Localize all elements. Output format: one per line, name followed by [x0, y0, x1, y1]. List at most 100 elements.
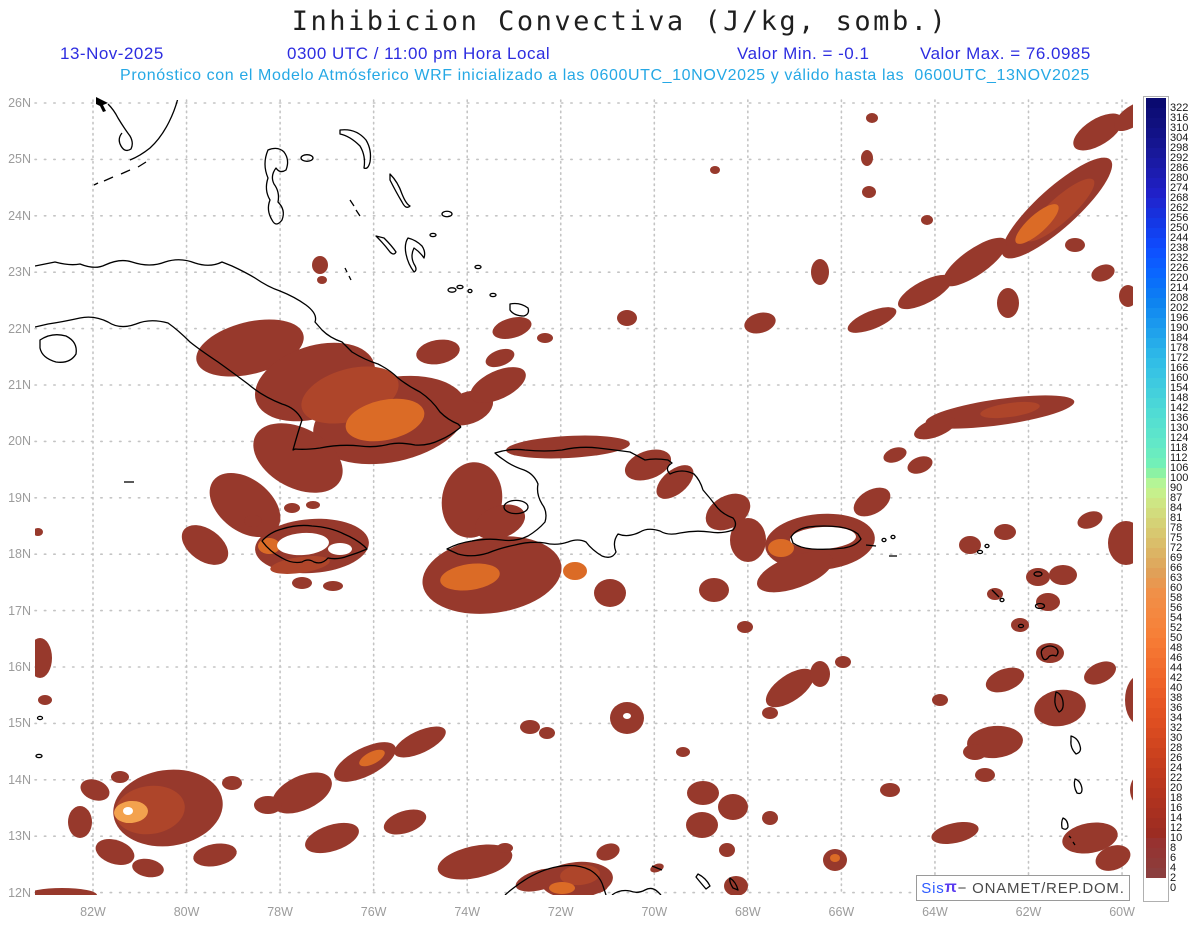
colorbar-tick-label: 184	[1170, 332, 1189, 344]
colorbar-tick-label: 40	[1170, 682, 1183, 694]
cin-blob	[810, 661, 830, 687]
colorbar-cell	[1146, 308, 1166, 318]
coastline-path	[264, 147, 289, 225]
colorbar-tick-label: 18	[1170, 792, 1183, 804]
colorbar-tick-label: 20	[1170, 782, 1183, 794]
colorbar-tick-label: 286	[1170, 162, 1189, 174]
colorbar-cell	[1146, 288, 1166, 298]
colorbar-cell	[1146, 368, 1166, 378]
colorbar-tick-label: 304	[1170, 132, 1189, 144]
colorbar-cell	[1146, 108, 1166, 118]
coastline-path	[129, 100, 179, 161]
cin-blob	[847, 307, 897, 333]
colorbar-cell	[1146, 328, 1166, 338]
colorbar-cell	[1146, 118, 1166, 128]
coastline-path	[404, 237, 426, 273]
lon-label: 60W	[1109, 905, 1135, 919]
coastline-path	[93, 161, 147, 186]
colorbar-cell	[1146, 468, 1166, 478]
colorbar-tick-label: 22	[1170, 772, 1183, 784]
cin-blob	[132, 858, 164, 878]
coastline-path	[349, 199, 361, 217]
island-outline	[999, 597, 1005, 603]
cin-blob	[317, 276, 327, 284]
cin-blob	[563, 562, 587, 580]
cin-blob	[1091, 264, 1115, 282]
colorbar-tick-label: 56	[1170, 602, 1183, 614]
cin-blob	[768, 539, 794, 557]
island-outline	[976, 549, 984, 555]
colorbar-tick-label: 30	[1170, 732, 1183, 744]
cin-blob	[1036, 593, 1060, 611]
coastline-path	[339, 129, 372, 170]
lon-label: 80W	[173, 905, 200, 919]
cin-blob	[617, 310, 637, 326]
cin-blob	[437, 844, 513, 880]
forecast-date: 13-Nov-2025	[60, 44, 164, 63]
cin-blob	[1130, 779, 1133, 801]
coastline-path	[375, 235, 397, 255]
colorbar-tick-label: 4	[1170, 862, 1177, 874]
cin-blob	[861, 150, 873, 166]
cin-blob	[306, 501, 320, 509]
colorbar-tick-label: 90	[1170, 482, 1183, 494]
colorbar-cell	[1146, 678, 1166, 688]
colorbar-tick-label: 12	[1170, 822, 1183, 834]
lon-label: 78W	[267, 905, 293, 919]
colorbar-cell	[1146, 838, 1166, 848]
coastline-path	[651, 865, 663, 871]
colorbar-tick-label: 322	[1170, 102, 1189, 114]
lon-label: 74W	[454, 905, 481, 919]
cin-blob	[883, 447, 907, 463]
colorbar-cell	[1146, 758, 1166, 768]
island-outline	[300, 154, 314, 162]
cin-blob	[980, 401, 1040, 419]
colorbar-tick-label: 66	[1170, 562, 1183, 574]
colorbar-tick-label: 256	[1170, 212, 1189, 224]
cin-blob	[862, 186, 876, 198]
colorbar-cell	[1146, 228, 1166, 238]
colorbar-tick-label: 10	[1170, 832, 1183, 844]
colorbar-tick-label: 196	[1170, 312, 1189, 324]
cin-blob	[193, 843, 237, 867]
colorbar-cell	[1146, 628, 1166, 638]
cin-blob	[440, 563, 500, 591]
colorbar-tick-label: 38	[1170, 692, 1183, 704]
coastline-path	[695, 873, 711, 890]
colorbar-tick-label: 72	[1170, 542, 1183, 554]
cin-blob	[994, 524, 1016, 540]
cin-blob	[277, 532, 329, 556]
cin-blob	[811, 259, 829, 285]
lat-label: 18N	[8, 547, 31, 562]
colorbar-cell	[1146, 818, 1166, 828]
cin-blob	[687, 781, 719, 805]
colorbar-tick-label: 84	[1170, 502, 1183, 514]
colorbar-tick-label: 26	[1170, 752, 1183, 764]
colorbar-tick-label: 8	[1170, 842, 1177, 854]
coastline-path	[389, 173, 411, 208]
colorbar-cell	[1146, 558, 1166, 568]
island-outline	[881, 537, 887, 543]
colorbar-tick-label: 36	[1170, 702, 1183, 714]
coastline-path	[1073, 778, 1083, 795]
colorbar-cell	[1146, 318, 1166, 328]
colorbar-tick-label: 106	[1170, 462, 1189, 474]
colorbar-tick-label: 148	[1170, 392, 1189, 404]
lat-label: 22N	[8, 321, 31, 336]
colorbar-cell	[1146, 848, 1166, 858]
colorbar-cell	[1146, 448, 1166, 458]
cin-blob	[258, 538, 280, 554]
colorbar-tick-label: 268	[1170, 192, 1189, 204]
colorbar-cell	[1146, 478, 1166, 488]
lat-label: 20N	[8, 434, 31, 449]
colorbar-tick-label: 63	[1170, 572, 1183, 584]
island-outline	[1034, 602, 1046, 610]
mouse-cursor[interactable]	[96, 97, 108, 112]
island-outline	[1017, 623, 1025, 629]
coastline-path	[1068, 835, 1076, 846]
cin-blob	[222, 776, 242, 790]
coastline-path	[1054, 691, 1064, 713]
cin-blob	[323, 581, 343, 591]
colorbar-cell	[1146, 588, 1166, 598]
